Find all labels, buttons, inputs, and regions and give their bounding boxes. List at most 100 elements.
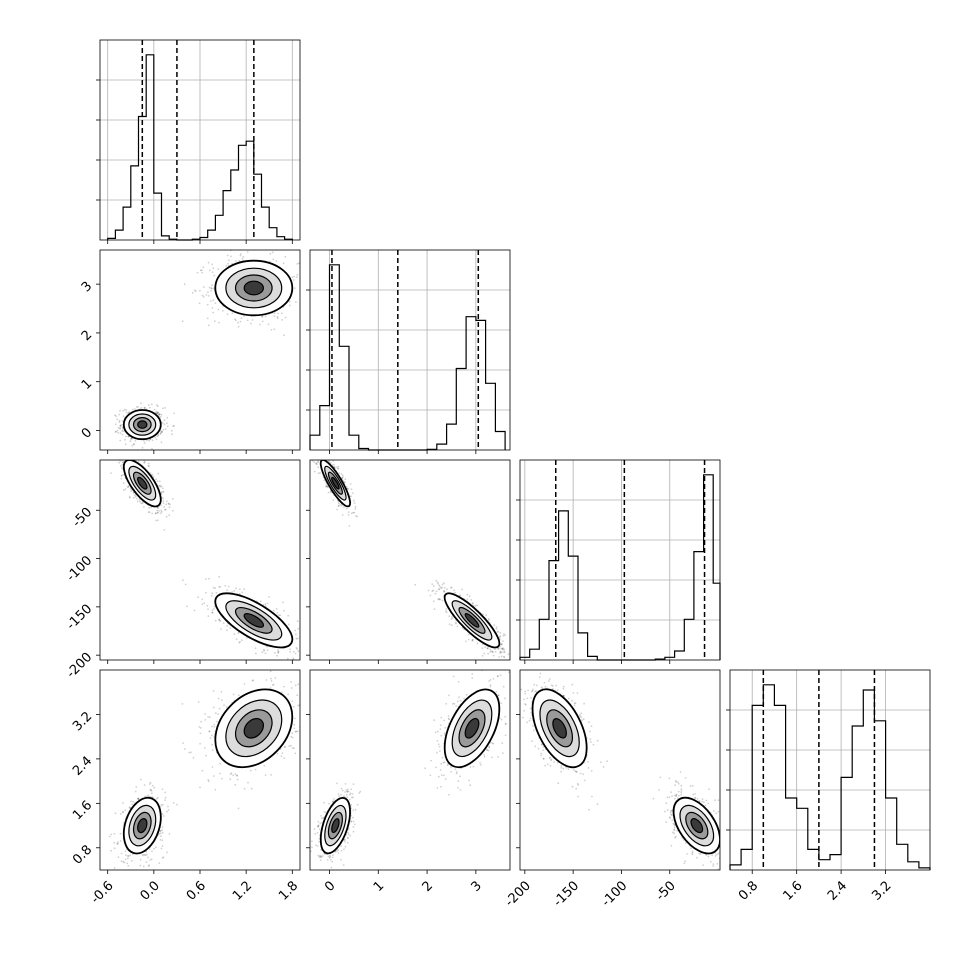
hist-panel-bg (310, 250, 510, 450)
sample-point (120, 833, 122, 835)
sample-point (157, 512, 159, 514)
sample-point (123, 482, 125, 484)
sample-point (148, 465, 150, 467)
sample-point (194, 610, 196, 612)
sample-point (125, 488, 127, 490)
sample-point (439, 586, 441, 588)
sample-point (122, 454, 124, 456)
sample-point (139, 865, 141, 867)
sample-point (160, 512, 162, 514)
sample-point (199, 787, 201, 789)
sample-point (241, 592, 243, 594)
sample-point (341, 473, 343, 475)
sample-point (205, 578, 207, 580)
sample-point (161, 441, 163, 443)
sample-point (149, 407, 151, 409)
sample-point (287, 693, 289, 695)
sample-point (124, 454, 126, 456)
sample-point (327, 458, 329, 460)
sample-point (126, 412, 128, 414)
sample-point (346, 508, 348, 510)
sample-point (169, 504, 171, 506)
sample-point (133, 497, 135, 499)
sample-point (270, 678, 272, 680)
sample-point (297, 650, 299, 652)
sample-point (221, 691, 223, 693)
sample-point (188, 752, 190, 754)
sample-point (144, 784, 146, 786)
sample-point (496, 628, 498, 630)
sample-point (206, 605, 208, 607)
sample-point (153, 787, 155, 789)
sample-point (162, 826, 164, 828)
sample-point (487, 647, 489, 649)
sample-point (213, 690, 215, 692)
sample-point (291, 732, 293, 734)
density-panel-2-0 (96, 446, 335, 664)
sample-point (333, 464, 335, 466)
sample-point (157, 480, 159, 482)
sample-point (211, 287, 213, 289)
sample-point (213, 267, 215, 269)
sample-point (135, 440, 137, 442)
sample-point (147, 857, 149, 859)
sample-point (212, 610, 214, 612)
sample-point (356, 516, 358, 518)
sample-point (219, 773, 221, 775)
sample-point (296, 276, 298, 278)
sample-point (144, 460, 146, 462)
sample-point (252, 319, 254, 321)
sample-point (445, 608, 447, 610)
sample-point (114, 867, 116, 869)
sample-point (446, 589, 448, 591)
sample-point (176, 804, 178, 806)
sample-point (235, 320, 237, 322)
sample-point (167, 425, 169, 427)
sample-point (162, 498, 164, 500)
sample-point (296, 638, 298, 640)
sample-point (285, 317, 287, 319)
sample-point (211, 284, 213, 286)
sample-point (171, 433, 173, 435)
sample-point (503, 635, 505, 637)
sample-point (472, 639, 474, 641)
sample-point (225, 265, 227, 267)
sample-point (242, 256, 244, 258)
sample-point (110, 457, 112, 459)
sample-point (219, 708, 221, 710)
sample-point (122, 462, 124, 464)
sample-point (305, 639, 307, 641)
sample-point (496, 626, 498, 628)
sample-point (168, 514, 170, 516)
sample-point (210, 737, 212, 739)
sample-point (277, 612, 279, 614)
sample-point (267, 603, 269, 605)
sample-point (219, 763, 221, 765)
sample-point (151, 790, 153, 792)
sample-point (136, 406, 138, 408)
sample-point (499, 632, 501, 634)
sample-point (163, 529, 165, 531)
sample-point (201, 272, 203, 274)
sample-point (263, 649, 265, 651)
sample-point (336, 466, 338, 468)
sample-point (148, 404, 150, 406)
sample-point (209, 716, 211, 718)
sample-point (202, 603, 204, 605)
sample-point (137, 501, 139, 503)
density-contour (244, 281, 263, 295)
sample-point (283, 262, 285, 264)
sample-point (165, 504, 167, 506)
sample-point (162, 788, 164, 790)
sample-point (276, 608, 278, 610)
sample-point (121, 860, 123, 862)
sample-point (220, 628, 222, 630)
sample-point (325, 454, 327, 456)
sample-point (272, 251, 274, 253)
sample-point (303, 640, 305, 642)
sample-point (226, 625, 228, 627)
sample-point (166, 417, 168, 419)
sample-point (512, 652, 514, 654)
sample-point (304, 653, 306, 655)
sample-point (224, 585, 226, 587)
